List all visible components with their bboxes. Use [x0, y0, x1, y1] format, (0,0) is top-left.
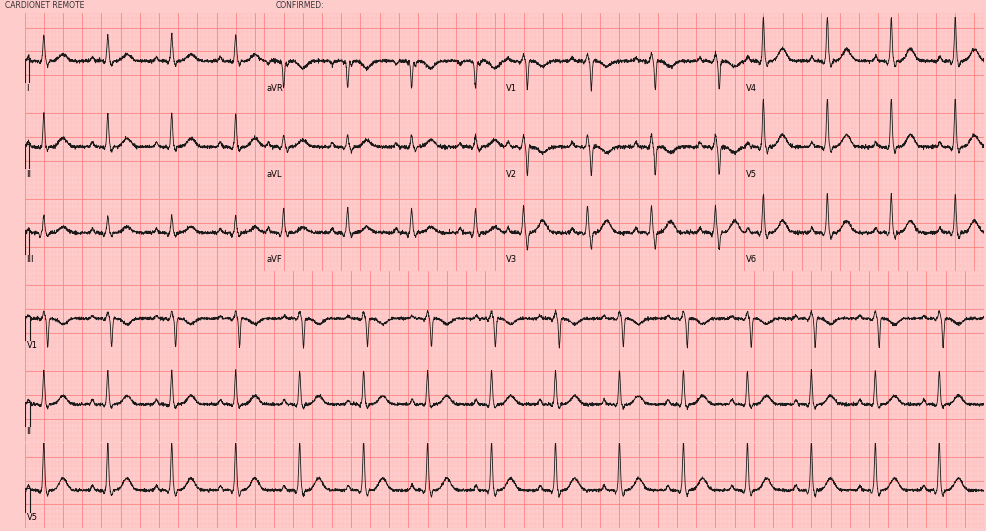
Text: V5: V5 [27, 513, 37, 522]
Text: V1: V1 [27, 341, 37, 350]
Text: V1: V1 [506, 84, 518, 93]
Text: V4: V4 [746, 84, 757, 93]
Text: aVL: aVL [266, 169, 282, 178]
Text: CARDIONET REMOTE: CARDIONET REMOTE [5, 1, 85, 10]
Text: V3: V3 [506, 255, 518, 264]
Text: V5: V5 [746, 169, 757, 178]
Text: II: II [27, 427, 32, 436]
Text: III: III [27, 255, 35, 264]
Text: aVR: aVR [266, 84, 283, 93]
Text: V6: V6 [746, 255, 757, 264]
Text: CONFIRMED:: CONFIRMED: [276, 1, 324, 10]
Text: aVF: aVF [266, 255, 282, 264]
Text: II: II [27, 169, 32, 178]
Text: I: I [27, 84, 29, 93]
Text: V2: V2 [506, 169, 518, 178]
